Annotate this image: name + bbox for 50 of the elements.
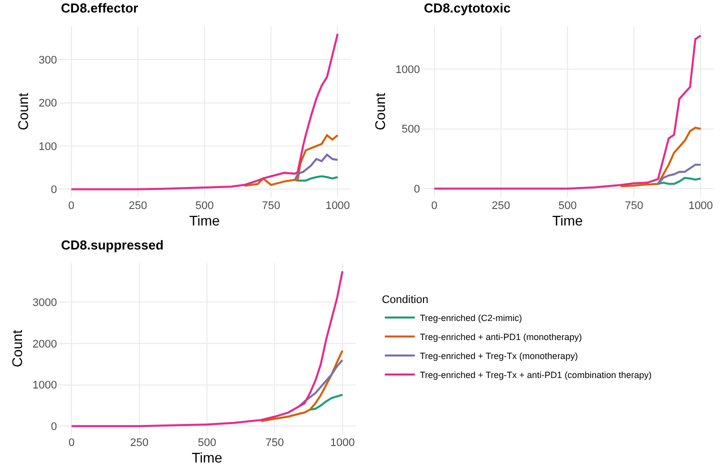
- chart-title: CD8.effector: [60, 0, 138, 16]
- y-tick-label: 0: [414, 183, 420, 196]
- line-series: [308, 394, 344, 411]
- legend-label: Treg-enriched + anti-PD1 (monotherapy): [420, 332, 582, 342]
- x-tick-label: 1000: [330, 437, 355, 449]
- y-tick-label: 0: [50, 421, 57, 433]
- x-tick-label: 0: [68, 437, 75, 449]
- line-series: [243, 134, 339, 187]
- chart-title: CD8.cytotoxic: [424, 0, 511, 16]
- y-axis-title: Count: [15, 92, 32, 130]
- x-tick-label: 750: [262, 200, 280, 212]
- x-tick-label: 750: [266, 437, 284, 449]
- x-tick-label: 500: [198, 437, 216, 449]
- line-series: [70, 270, 344, 428]
- y-tick-label: 3000: [32, 297, 57, 310]
- line-series: [620, 126, 702, 188]
- x-tick-label: 500: [195, 200, 214, 212]
- x-axis-title: Time: [192, 449, 223, 466]
- x-tick-label: 250: [130, 437, 148, 449]
- y-tick-label: 500: [402, 124, 420, 136]
- y-tick-label: 0: [50, 184, 57, 196]
- line-series: [433, 34, 702, 190]
- line-series: [657, 164, 702, 185]
- x-tick-label: 250: [492, 200, 510, 212]
- legend-title: Condition: [382, 294, 428, 306]
- legend-label: Treg-enriched (C2-mimic): [420, 312, 522, 323]
- x-tick-label: 1000: [325, 200, 350, 212]
- y-tick-label: 1000: [396, 64, 420, 76]
- line-series: [260, 350, 344, 422]
- x-tick-label: 0: [68, 200, 74, 212]
- y-tick-label: 1000: [32, 380, 57, 392]
- x-axis-title: Time: [552, 212, 584, 228]
- line-series: [294, 154, 339, 181]
- y-tick-label: 300: [38, 54, 57, 67]
- chart-title: CD8.suppressed: [60, 238, 164, 253]
- x-tick-label: 500: [558, 200, 577, 212]
- legend-label: Treg-enriched + Treg-Tx (monotherapy): [420, 350, 578, 361]
- line-series: [70, 32, 339, 190]
- x-tick-label: 1000: [688, 200, 713, 212]
- line-series: [298, 359, 344, 408]
- x-tick-label: 250: [128, 200, 148, 212]
- y-axis-title: Count: [9, 330, 26, 368]
- legend-label: Treg-enriched + Treg-Tx + anti-PD1 (combination therapy): [420, 370, 652, 380]
- x-tick-label: 750: [624, 200, 644, 212]
- x-axis-title: Time: [189, 212, 220, 228]
- y-tick-label: 200: [38, 98, 57, 110]
- y-tick-label: 2000: [32, 338, 57, 350]
- x-tick-label: 0: [431, 200, 438, 212]
- y-tick-label: 100: [38, 140, 57, 153]
- y-axis-title: Count: [372, 92, 388, 130]
